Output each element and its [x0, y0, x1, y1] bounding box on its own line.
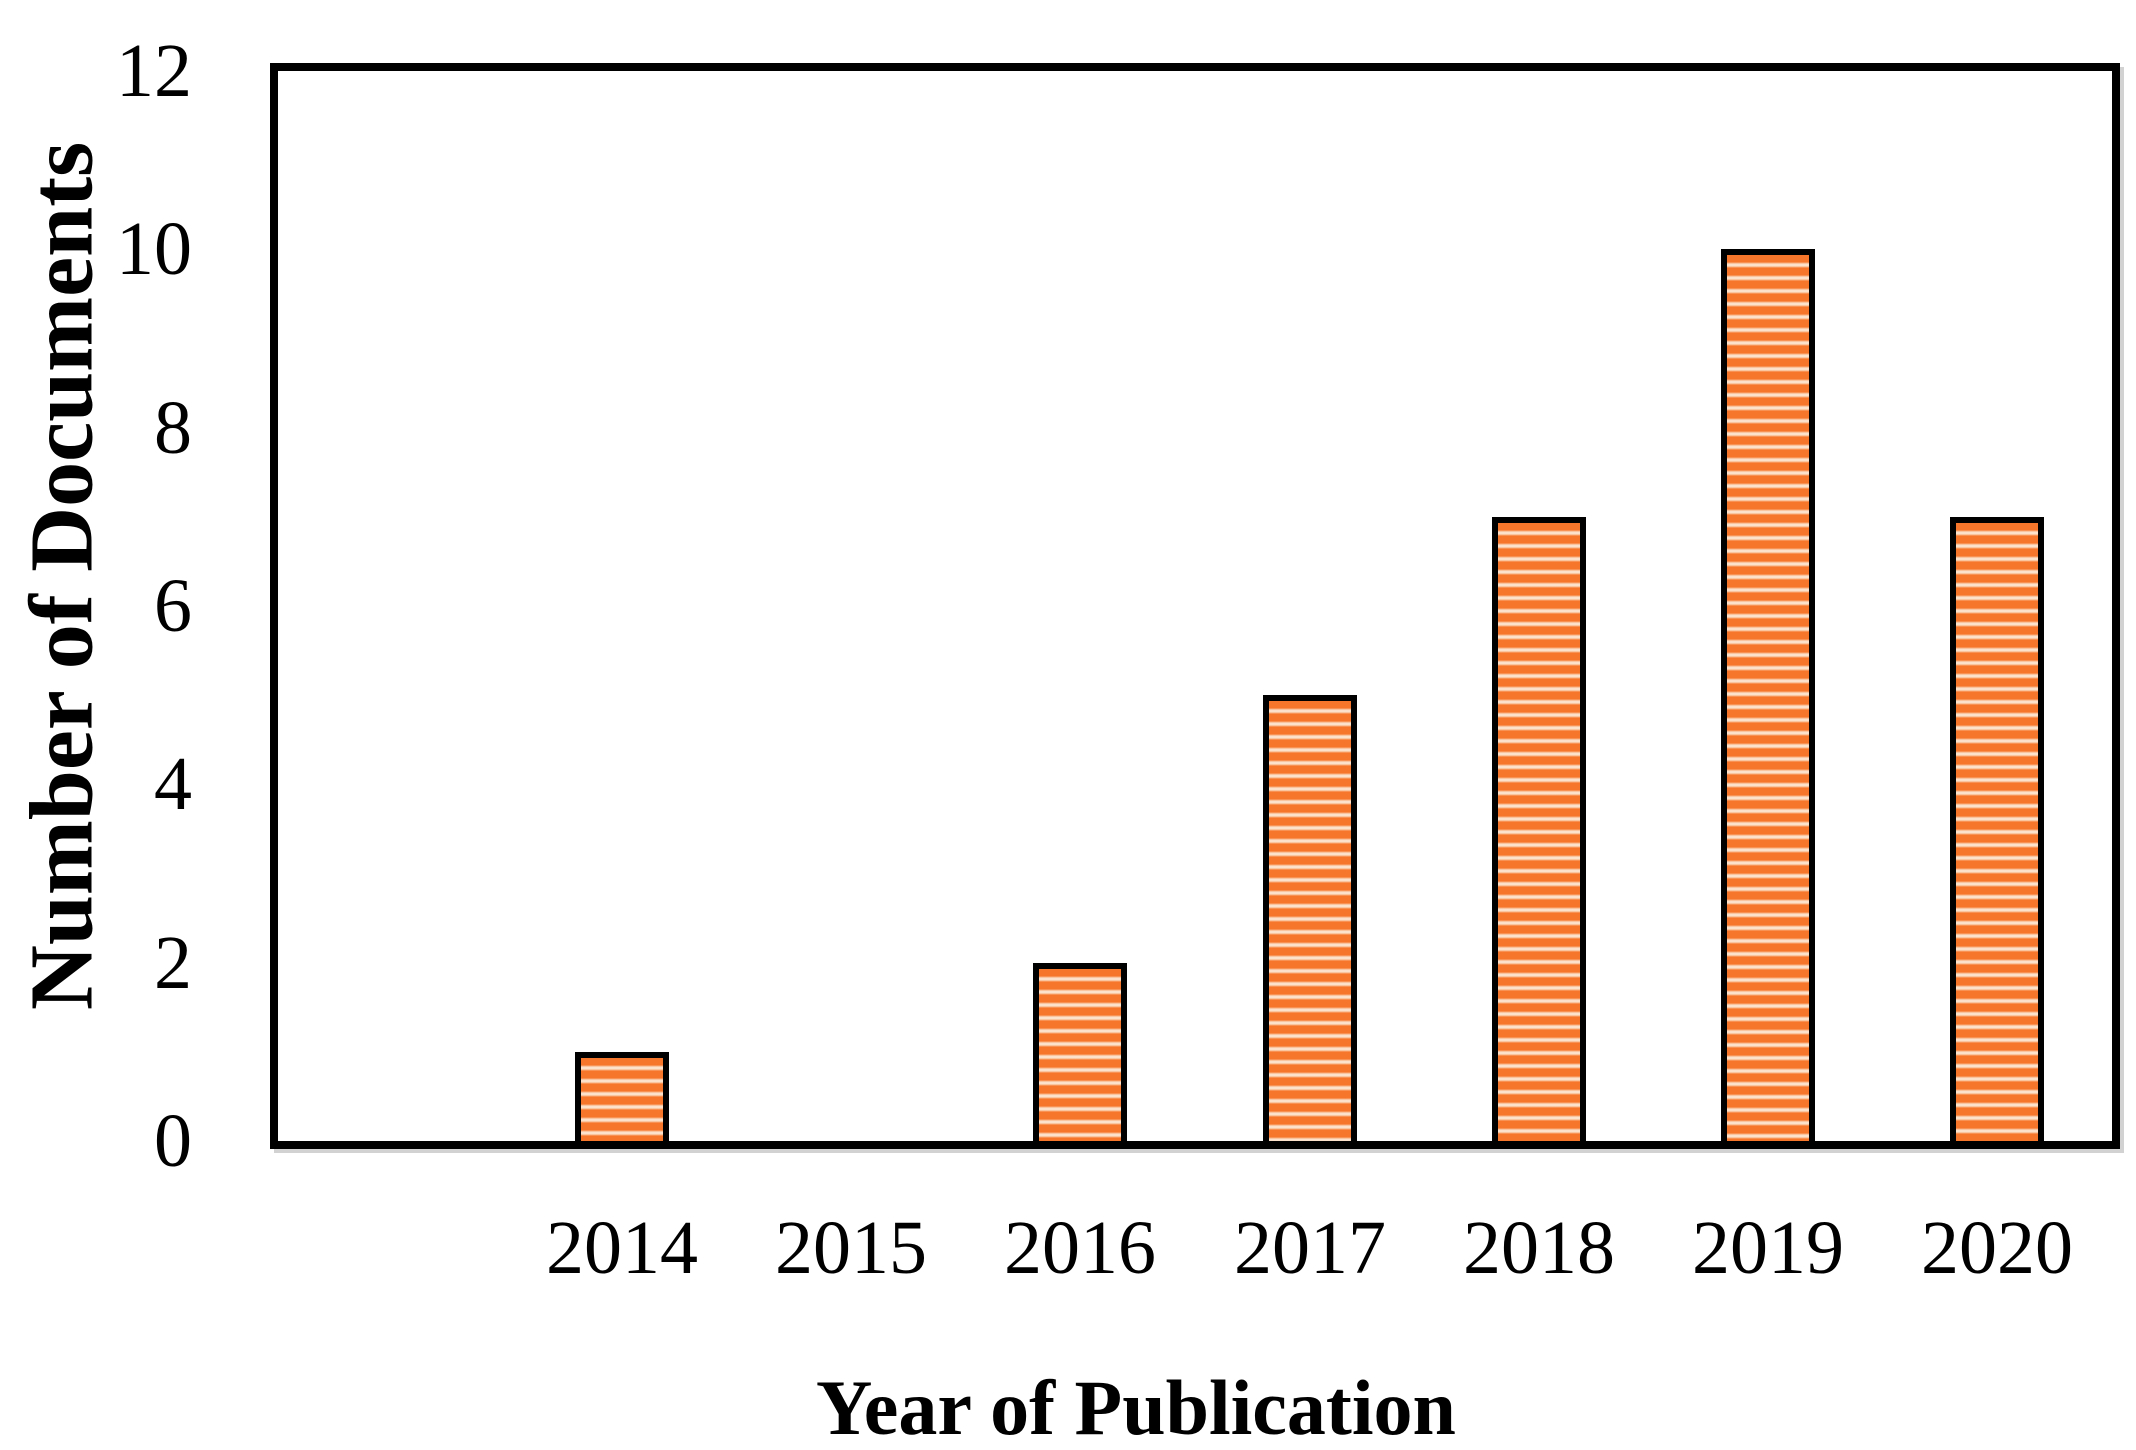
bar-2018: [1492, 517, 1586, 1141]
x-tick-2014: 2014: [546, 1206, 698, 1290]
x-tick-2017: 2017: [1234, 1206, 1386, 1290]
bar-2019: [1721, 249, 1815, 1141]
y-tick-4: 4: [154, 742, 192, 826]
x-tick-2018: 2018: [1463, 1206, 1615, 1290]
y-axis-tick-labels: 0 2 4 6 8 10 12: [0, 29, 192, 1183]
plot-area: [278, 71, 2112, 1141]
y-tick-8: 8: [154, 386, 192, 470]
y-tick-2: 2: [154, 921, 192, 1005]
bar-2017: [1263, 695, 1357, 1141]
x-axis-tick-labels: 2014 2015 2016 2017 2018 2019 2020: [278, 1198, 2112, 1298]
x-axis-title: Year of Publication: [816, 1364, 1456, 1450]
x-tick-2016: 2016: [1004, 1206, 1156, 1290]
y-tick-6: 6: [154, 564, 192, 648]
y-tick-10: 10: [116, 207, 192, 291]
bar-2016: [1033, 963, 1127, 1141]
bar-2020: [1950, 517, 2044, 1141]
bar-2014: [575, 1052, 669, 1141]
x-tick-2020: 2020: [1921, 1206, 2073, 1290]
x-tick-2019: 2019: [1692, 1206, 1844, 1290]
x-tick-2015: 2015: [775, 1206, 927, 1290]
y-tick-0: 0: [154, 1099, 192, 1183]
y-tick-12: 12: [116, 29, 192, 113]
